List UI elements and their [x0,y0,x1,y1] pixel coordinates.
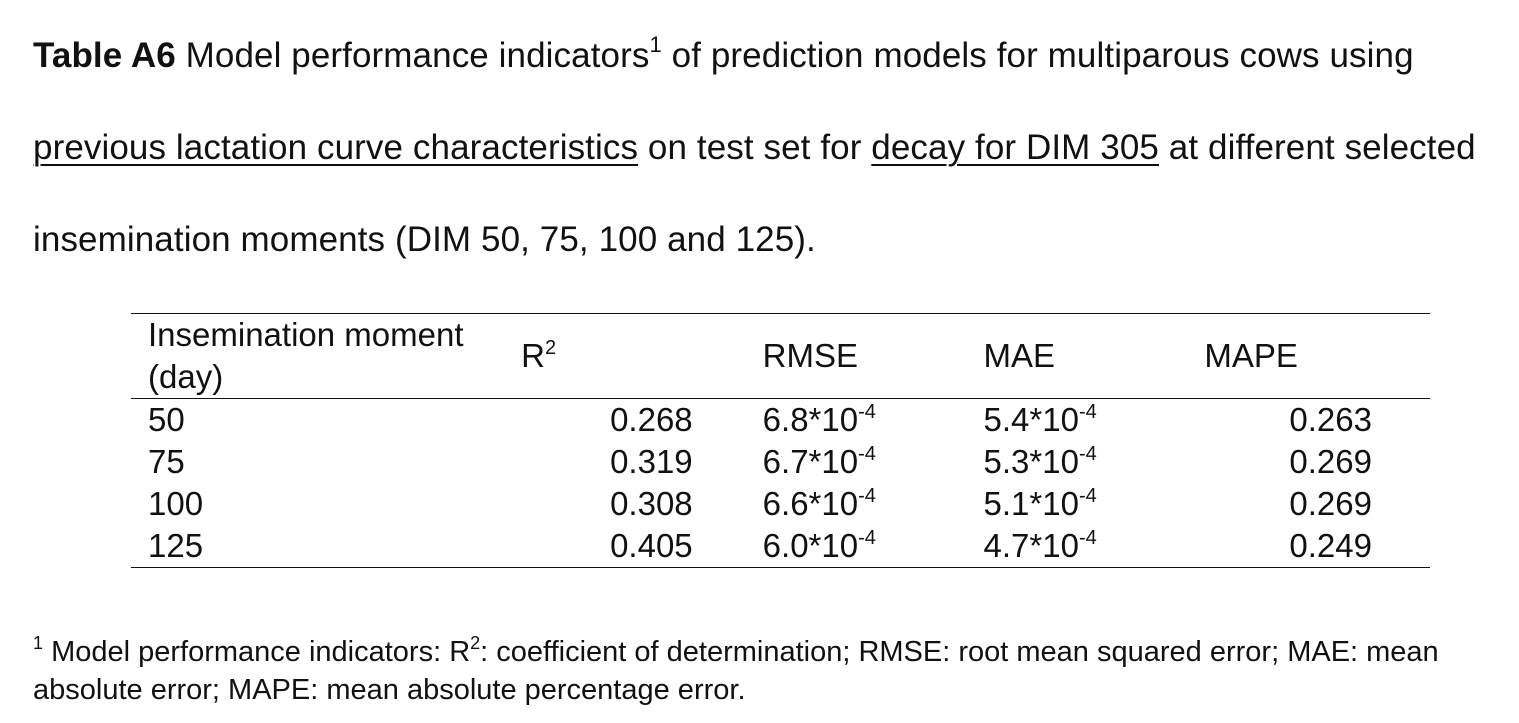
header-mae: MAE [983,337,1056,374]
cell-rmse: 6.8*10-4 [762,401,876,438]
caption-underlined-term: previous lactation curve characteristics [33,128,639,167]
table-row: 100 0.308 6.6*10-4 5.1*10-4 0.269 [131,483,1430,525]
cell-moment: 125 [148,527,204,564]
performance-table: Insemination moment (day) R2 RMSE MAE MA… [131,313,1430,568]
caption-underlined-term: decay for DIM 305 [871,128,1159,167]
header-rmse: RMSE [762,337,859,374]
cell-rmse: 6.6*10-4 [762,485,876,522]
footnote-marker: 1 [33,633,44,653]
footnote-marker: 1 [649,32,662,57]
footnote-text: : coefficient of determination; RMSE: ro… [33,636,1439,706]
header-mape: MAPE [1204,337,1298,374]
table-label: Table A6 [33,36,176,75]
cell-mae: 5.1*10-4 [983,485,1097,522]
caption-text: Model performance indicators [175,36,650,75]
cell-moment: 75 [148,443,185,480]
cell-mape: 0.269 [1289,485,1372,522]
table-row: 75 0.319 6.7*10-4 5.3*10-4 0.269 [131,441,1430,483]
cell-mae: 4.7*10-4 [983,527,1097,564]
header-r2: R2 [521,337,557,374]
table-row: 50 0.268 6.8*10-4 5.4*10-4 0.263 [131,399,1430,442]
caption-text: of prediction models for multiparous cow… [661,36,1414,75]
caption-text: at different selected insemination momen… [33,128,1476,259]
cell-mae: 5.4*10-4 [983,401,1097,438]
cell-mae: 5.3*10-4 [983,443,1097,480]
table-row: 125 0.405 6.0*10-4 4.7*10-4 0.249 [131,525,1430,568]
cell-r2: 0.308 [610,485,693,522]
cell-r2: 0.405 [610,527,693,564]
cell-moment: 50 [148,401,185,438]
cell-mape: 0.249 [1289,527,1372,564]
cell-r2: 0.268 [610,401,693,438]
header-insemination-moment: Insemination moment (day) [148,316,464,395]
cell-mape: 0.269 [1289,443,1372,480]
footnote-superscript: 2 [470,633,481,653]
cell-mape: 0.263 [1289,401,1372,438]
cell-rmse: 6.7*10-4 [762,443,876,480]
table-footnote: 1 Model performance indicators: R2: coef… [33,633,1503,709]
cell-moment: 100 [148,485,204,522]
cell-r2: 0.319 [610,443,693,480]
footnote-text: Model performance indicators: R [43,636,471,668]
table-header-row: Insemination moment (day) R2 RMSE MAE MA… [131,313,1430,399]
caption-text: on test set for [638,128,872,167]
cell-rmse: 6.0*10-4 [762,527,876,564]
table-caption: Table A6 Model performance indicators1 o… [33,10,1493,286]
